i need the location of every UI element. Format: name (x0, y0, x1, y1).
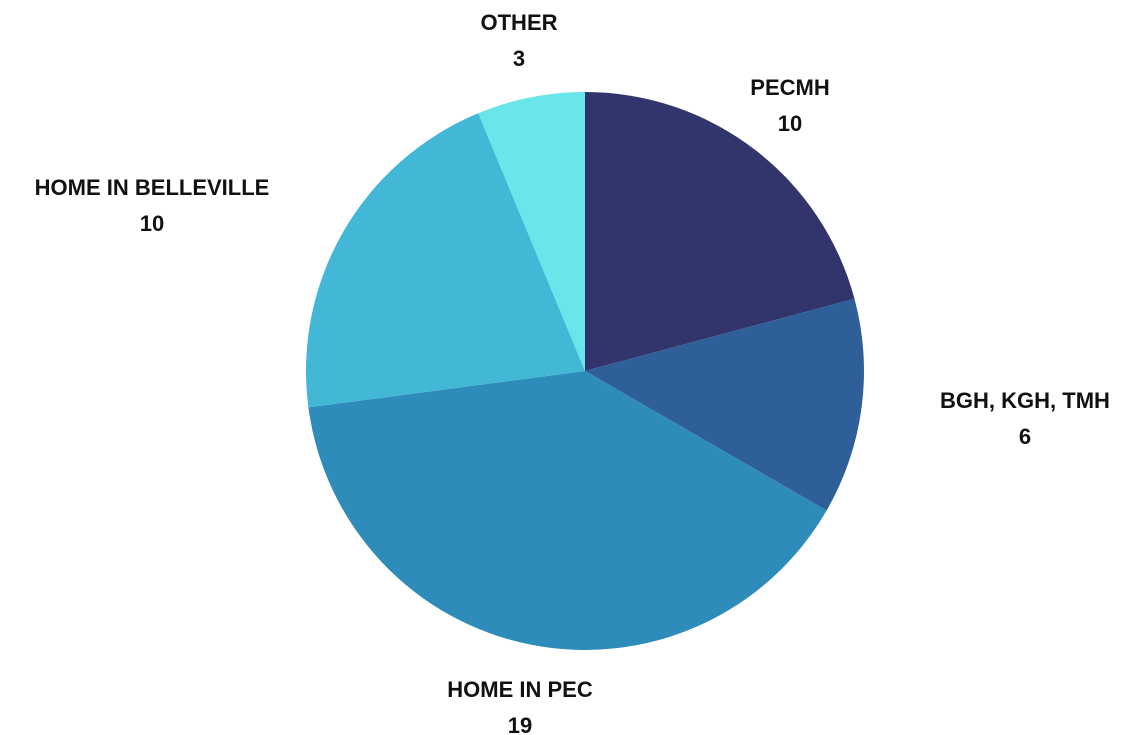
slice-value: 19 (508, 713, 532, 735)
slice-value: 10 (778, 111, 802, 136)
pie-labels: PECMH 10 BGH, KGH, TMH 6 HOME IN PEC 19 HOME I… (35, 10, 1110, 735)
slice-label: HOME IN PEC (447, 677, 593, 702)
pie-slices (306, 92, 864, 650)
pie-slice-home-in-pec (308, 371, 827, 650)
pie-slice-other (478, 92, 585, 371)
pie-slice-bgh-kgh-tmh (585, 298, 864, 511)
slice-value: 10 (140, 211, 164, 236)
slice-value: 6 (1019, 424, 1031, 449)
slice-value: 3 (513, 46, 525, 71)
slice-label: PECMH (750, 75, 829, 100)
slice-label: OTHER (481, 10, 558, 35)
slice-label: HOME IN BELLEVILLE (35, 175, 270, 200)
slice-label: BGH, KGH, TMH (940, 388, 1110, 413)
pie-slice-home-in-belleville (306, 113, 585, 408)
pie-slice-pecmh (585, 92, 855, 371)
